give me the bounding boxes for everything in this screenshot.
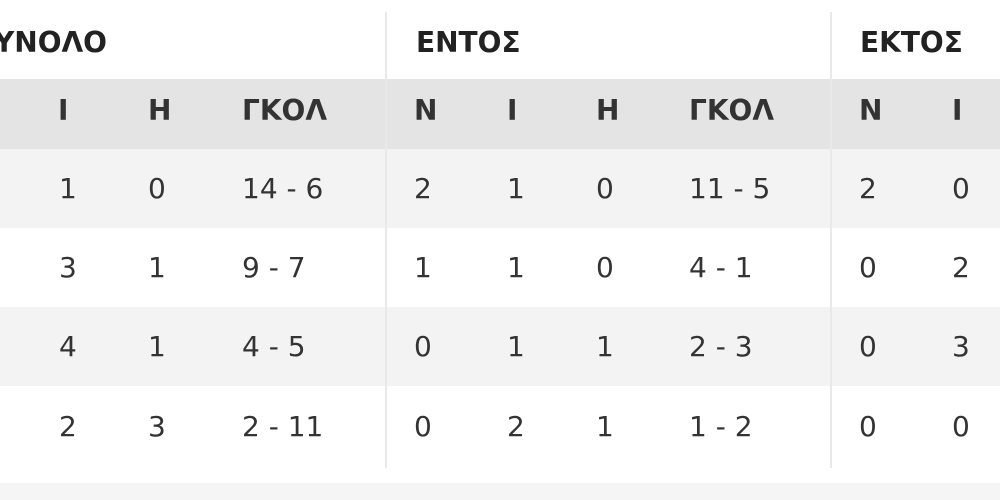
- cell-draws-home: 1: [507, 330, 525, 363]
- header-draws-away[interactable]: Ι: [952, 94, 963, 127]
- table-row-band: [0, 149, 1000, 228]
- cell-defeats-total: 1: [148, 251, 166, 284]
- header-goals-total[interactable]: ΓΚΟΛ: [242, 94, 328, 127]
- table-row-band: [0, 307, 1000, 386]
- header-goals-home[interactable]: ΓΚΟΛ: [689, 94, 775, 127]
- group-label-home: ΕΝΤΟΣ: [416, 26, 521, 59]
- cell-goals-total: 2 - 11: [242, 410, 324, 443]
- cell-defeats-home: 1: [596, 330, 614, 363]
- cell-wins-home: 0: [414, 330, 432, 363]
- cell-goals-home: 2 - 3: [689, 330, 753, 363]
- cell-wins-away: 2: [859, 172, 877, 205]
- header-defeats-home[interactable]: Η: [596, 94, 620, 127]
- cell-defeats-home: 0: [596, 172, 614, 205]
- cell-defeats-total: 3: [148, 410, 166, 443]
- cell-goals-home: 11 - 5: [689, 172, 771, 205]
- table-footer-band: [0, 483, 1000, 500]
- cell-defeats-total: 1: [148, 330, 166, 363]
- cell-defeats-total: 0: [148, 172, 166, 205]
- cell-goals-total: 4 - 5: [242, 330, 306, 363]
- cell-draws-away: 2: [952, 251, 970, 284]
- cell-wins-away: 0: [859, 410, 877, 443]
- column-header-row: [0, 79, 1000, 149]
- cell-defeats-home: 0: [596, 251, 614, 284]
- cell-wins-home: 0: [414, 410, 432, 443]
- cell-draws-home: 1: [507, 251, 525, 284]
- cell-draws-total: 1: [59, 172, 77, 205]
- cell-goals-home: 1 - 2: [689, 410, 753, 443]
- header-wins-away[interactable]: Ν: [859, 94, 883, 127]
- cell-draws-total: 4: [59, 330, 77, 363]
- header-defeats-total[interactable]: Η: [148, 94, 172, 127]
- cell-draws-away: 0: [952, 410, 970, 443]
- cell-draws-total: 3: [59, 251, 77, 284]
- cell-draws-away: 3: [952, 330, 970, 363]
- cell-wins-home: 1: [414, 251, 432, 284]
- header-wins-home[interactable]: Ν: [414, 94, 438, 127]
- group-label-total: ΥΝΟΛΟ: [0, 26, 107, 59]
- cell-draws-home: 2: [507, 410, 525, 443]
- group-divider: [385, 12, 387, 468]
- cell-wins-home: 2: [414, 172, 432, 205]
- group-divider: [830, 12, 832, 468]
- cell-goals-home: 4 - 1: [689, 251, 753, 284]
- cell-goals-total: 9 - 7: [242, 251, 306, 284]
- cell-wins-away: 0: [859, 330, 877, 363]
- header-draws-home[interactable]: Ι: [507, 94, 518, 127]
- cell-wins-away: 0: [859, 251, 877, 284]
- group-label-away: ΕΚΤΟΣ: [860, 26, 963, 59]
- cell-defeats-home: 1: [596, 410, 614, 443]
- cell-goals-total: 14 - 6: [242, 172, 324, 205]
- header-losses-total[interactable]: Ι: [58, 94, 69, 127]
- cell-draws-away: 0: [952, 172, 970, 205]
- cell-draws-total: 2: [59, 410, 77, 443]
- cell-draws-home: 1: [507, 172, 525, 205]
